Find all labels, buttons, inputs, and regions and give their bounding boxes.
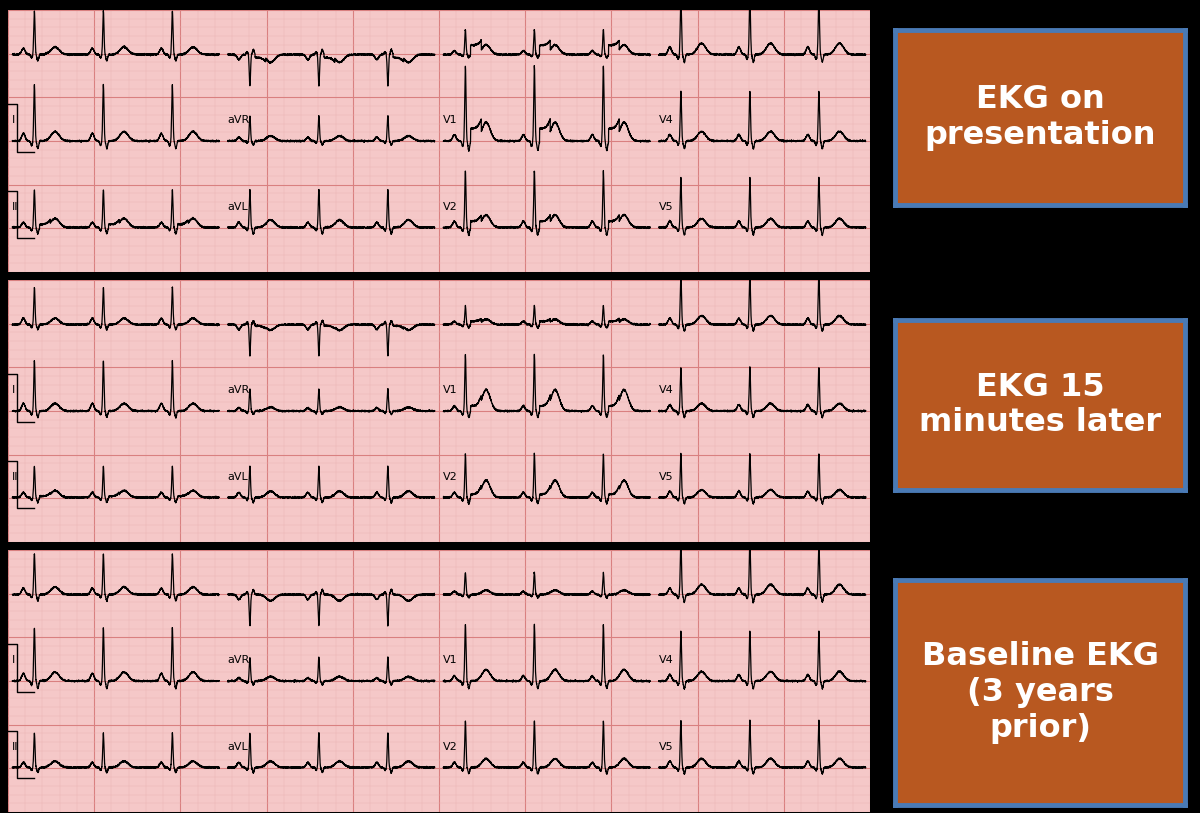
Text: V3: V3 xyxy=(443,288,458,298)
Text: aVL: aVL xyxy=(228,741,248,752)
Text: I: I xyxy=(12,115,16,125)
Text: V5: V5 xyxy=(659,472,673,482)
Text: II: II xyxy=(12,472,19,482)
Text: aVR: aVR xyxy=(228,115,250,125)
Text: V2: V2 xyxy=(443,472,458,482)
Text: V1: V1 xyxy=(443,655,458,665)
Text: V4: V4 xyxy=(659,385,673,395)
Text: EKG 15
minutes later: EKG 15 minutes later xyxy=(919,372,1162,438)
Text: aVF: aVF xyxy=(228,559,248,568)
Text: V6: V6 xyxy=(659,288,673,298)
Text: I: I xyxy=(12,385,16,395)
Text: V5: V5 xyxy=(659,202,673,211)
Text: V4: V4 xyxy=(659,115,673,125)
Text: aVL: aVL xyxy=(228,472,248,482)
Text: I: I xyxy=(12,655,16,665)
Text: V1: V1 xyxy=(443,385,458,395)
Text: V2: V2 xyxy=(443,202,458,211)
Text: V2: V2 xyxy=(443,741,458,752)
Text: V4: V4 xyxy=(659,655,673,665)
Text: aVL: aVL xyxy=(228,202,248,211)
Text: EKG on
presentation: EKG on presentation xyxy=(924,84,1156,151)
Text: aVR: aVR xyxy=(228,655,250,665)
Text: II: II xyxy=(12,202,19,211)
Text: III: III xyxy=(12,288,22,298)
Text: III: III xyxy=(12,559,22,568)
Text: V3: V3 xyxy=(443,559,458,568)
Text: V6: V6 xyxy=(659,559,673,568)
Text: V1: V1 xyxy=(443,115,458,125)
Text: II: II xyxy=(12,741,19,752)
Text: Baseline EKG
(3 years
prior): Baseline EKG (3 years prior) xyxy=(922,641,1158,744)
Text: aVR: aVR xyxy=(228,385,250,395)
Text: V5: V5 xyxy=(659,741,673,752)
Text: aVF: aVF xyxy=(228,288,248,298)
